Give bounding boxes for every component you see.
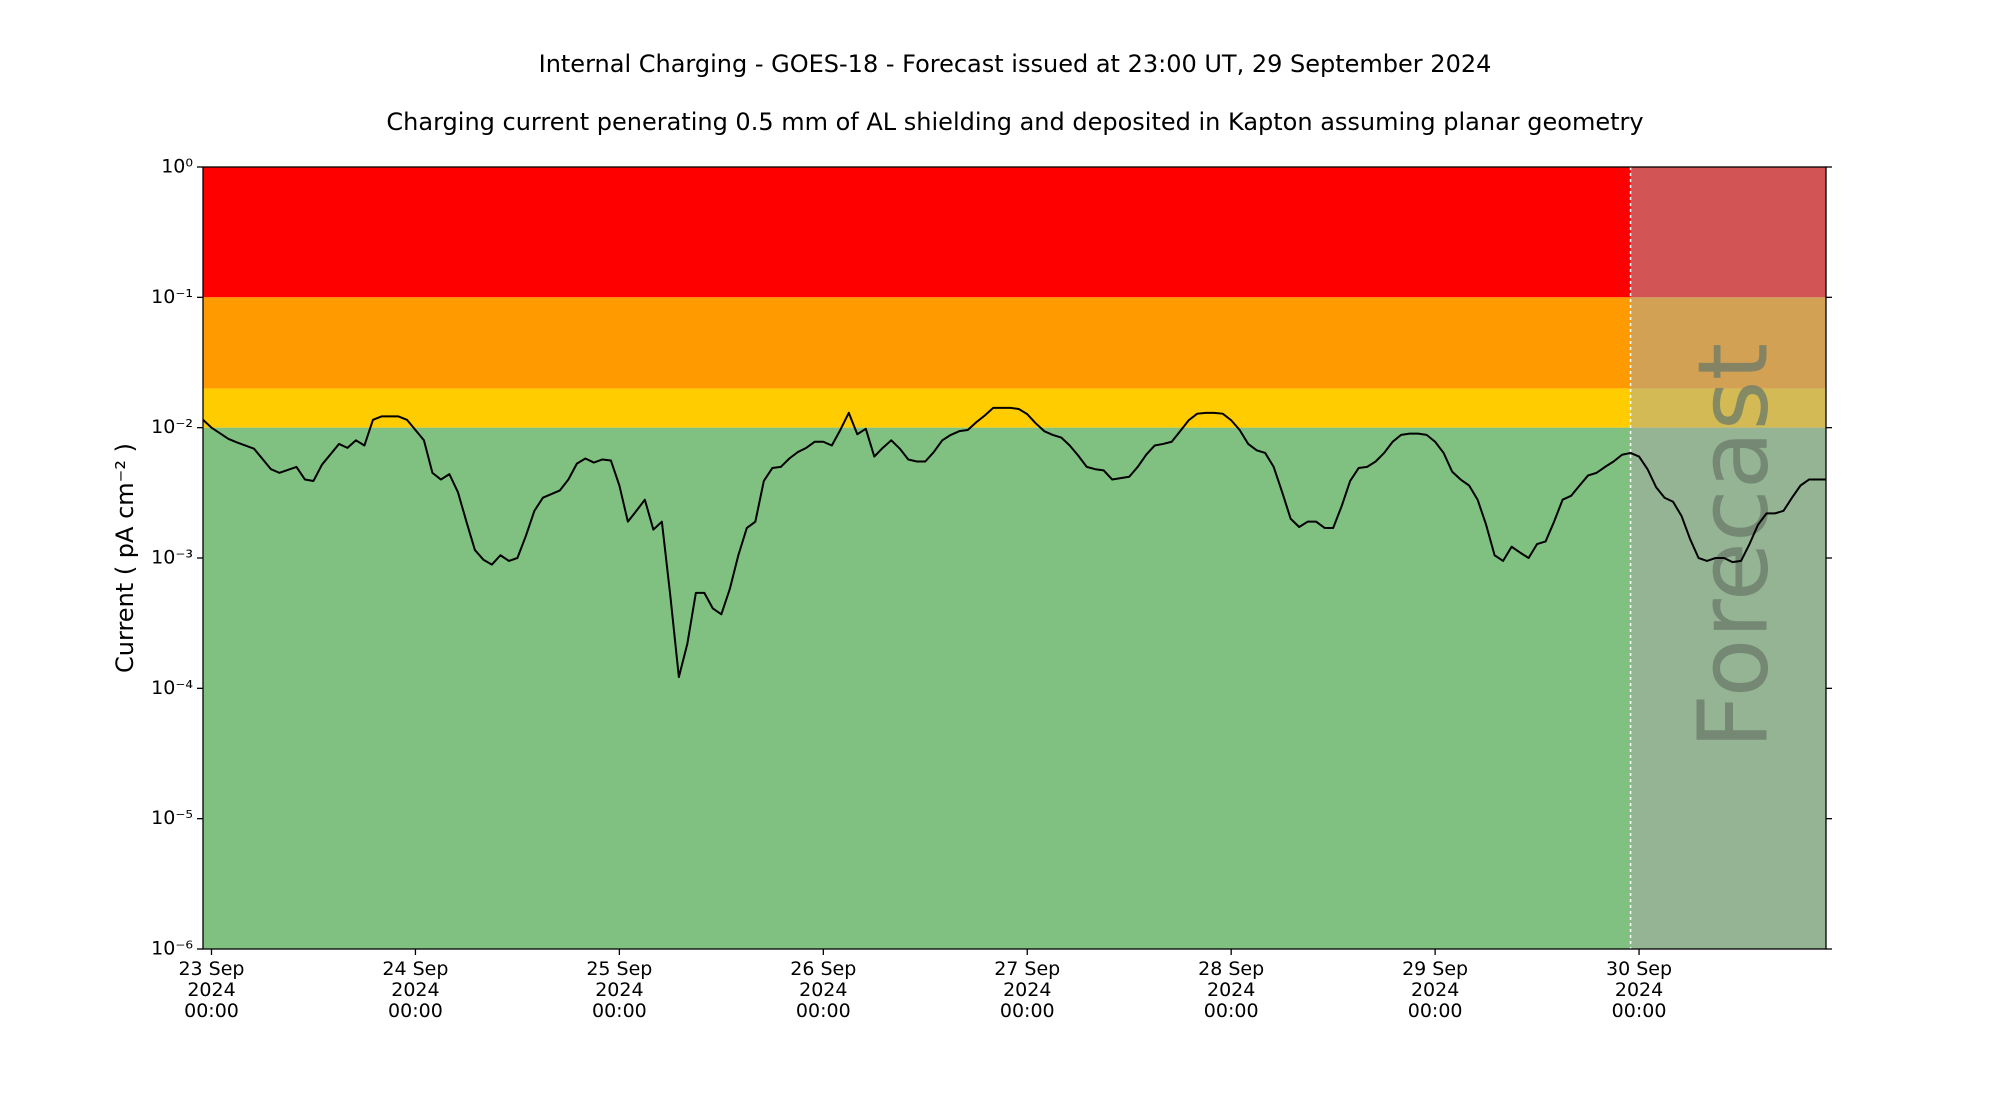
- data-line: [202, 406, 1826, 679]
- forecast-region: [1630, 167, 1826, 949]
- chart-title: Internal Charging - GOES-18 - Forecast i…: [539, 50, 1492, 78]
- y-tick-label: 10⁻¹: [151, 286, 193, 308]
- x-tick-label: 24 Sep 2024 00:00: [382, 958, 448, 1022]
- chart-subtitle: Charging current penerating 0.5 mm of AL…: [386, 108, 1643, 136]
- y-tick-label: 10⁻⁶: [151, 938, 193, 960]
- threshold-band: [203, 297, 1826, 389]
- x-tick-label: 25 Sep 2024 00:00: [586, 958, 652, 1022]
- y-tick-label: 10⁻²: [151, 416, 193, 438]
- threshold-band: [203, 167, 1826, 298]
- y-tick-label: 10⁻⁴: [151, 677, 193, 699]
- x-tick-label: 28 Sep 2024 00:00: [1198, 958, 1264, 1022]
- x-tick-label: 29 Sep 2024 00:00: [1402, 958, 1468, 1022]
- x-tick-label: 30 Sep 2024 00:00: [1606, 958, 1672, 1022]
- forecast-label: Forecast: [1678, 343, 1790, 749]
- y-tick-label: 10⁻³: [151, 547, 193, 569]
- y-tick-label: 10⁻⁵: [151, 807, 193, 829]
- threshold-band: [203, 427, 1826, 950]
- x-tick-label: 23 Sep 2024 00:00: [178, 958, 244, 1022]
- x-tick-label: 26 Sep 2024 00:00: [790, 958, 856, 1022]
- y-tick-label: 10⁰: [161, 156, 193, 178]
- y-axis-label: Current ( pA cm⁻² ): [111, 443, 139, 673]
- x-tick-label: 27 Sep 2024 00:00: [994, 958, 1060, 1022]
